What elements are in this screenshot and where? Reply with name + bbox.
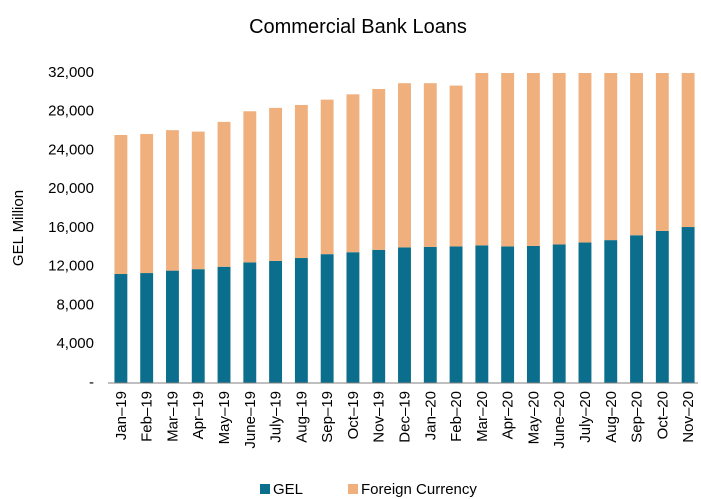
bar-gel bbox=[423, 246, 437, 383]
x-tick-label: Nov–19 bbox=[371, 391, 388, 443]
bar-foreign-currency bbox=[398, 83, 411, 248]
bar-foreign-currency bbox=[114, 135, 128, 275]
x-tick-label: Feb–19 bbox=[139, 391, 156, 442]
x-tick-label: Mar–19 bbox=[164, 391, 181, 442]
legend-swatch-foreign-currency bbox=[348, 484, 358, 494]
bar-gel bbox=[526, 245, 540, 383]
y-tick-label: 4,000 bbox=[56, 335, 94, 352]
bar-foreign-currency bbox=[475, 73, 489, 246]
bar-foreign-currency bbox=[552, 73, 566, 245]
bar-foreign-currency bbox=[346, 94, 360, 253]
bar-gel bbox=[630, 235, 643, 383]
bar-foreign-currency bbox=[449, 85, 463, 247]
bar-foreign-currency bbox=[526, 73, 540, 246]
bar-gel bbox=[552, 244, 566, 383]
bar-foreign-currency bbox=[681, 73, 695, 228]
bar-foreign-currency bbox=[655, 73, 669, 231]
bar-foreign-currency bbox=[140, 134, 154, 274]
bar-foreign-currency bbox=[630, 73, 643, 236]
x-tick-label: Jan–20 bbox=[422, 391, 439, 440]
x-tick-label: July–20 bbox=[577, 391, 594, 443]
y-tick-label: 12,000 bbox=[48, 258, 94, 275]
y-tick-label: - bbox=[89, 374, 94, 391]
bar-gel bbox=[681, 227, 695, 383]
bar-foreign-currency bbox=[269, 107, 283, 261]
bar-foreign-currency bbox=[578, 73, 592, 243]
x-tick-label: May–19 bbox=[216, 391, 233, 444]
x-tick-label: July–19 bbox=[268, 391, 285, 443]
x-tick-label: Oct–20 bbox=[654, 391, 671, 439]
bar-series-group bbox=[114, 73, 695, 383]
legend-swatch-gel bbox=[260, 484, 270, 494]
y-axis-ticks: - 4,000 8,000 12,000 16,000 20,000 24,000 28,00… bbox=[48, 64, 94, 391]
bar-foreign-currency bbox=[294, 104, 308, 259]
y-tick-label: 8,000 bbox=[56, 296, 94, 313]
bar-gel bbox=[243, 262, 257, 383]
y-tick-label: 28,000 bbox=[48, 103, 94, 120]
bar-gel bbox=[269, 260, 283, 383]
legend-label-gel: GEL bbox=[273, 481, 303, 498]
bar-foreign-currency bbox=[191, 131, 205, 270]
x-tick-label: Apr–19 bbox=[190, 391, 207, 439]
bar-foreign-currency bbox=[217, 121, 231, 267]
bar-foreign-currency bbox=[604, 73, 618, 241]
x-tick-label: Nov–20 bbox=[680, 391, 697, 443]
bar-foreign-currency bbox=[320, 99, 334, 255]
bar-gel bbox=[475, 245, 489, 383]
y-tick-label: 20,000 bbox=[48, 180, 94, 197]
bar-gel bbox=[604, 240, 618, 383]
x-tick-label: June–19 bbox=[242, 391, 259, 449]
x-tick-label: Dec–19 bbox=[397, 391, 414, 443]
bar-gel bbox=[501, 246, 515, 383]
x-tick-label: Aug–19 bbox=[293, 391, 310, 443]
bar-gel bbox=[398, 247, 411, 383]
bar-gel bbox=[449, 246, 463, 383]
bar-gel bbox=[294, 258, 308, 383]
bar-foreign-currency bbox=[243, 111, 257, 263]
y-tick-label: 24,000 bbox=[48, 141, 94, 158]
chart-title: Commercial Bank Loans bbox=[249, 16, 467, 38]
bar-gel bbox=[166, 270, 179, 383]
x-tick-label: Mar–20 bbox=[474, 391, 491, 442]
y-axis-title: GEL Million bbox=[10, 190, 27, 266]
legend: GEL Foreign Currency bbox=[260, 481, 477, 498]
bar-gel bbox=[114, 274, 128, 383]
x-tick-label: Oct–19 bbox=[345, 391, 362, 439]
x-tick-label: June–20 bbox=[551, 391, 568, 449]
bar-gel bbox=[655, 230, 669, 383]
bar-gel bbox=[217, 266, 231, 383]
bar-foreign-currency bbox=[423, 83, 437, 247]
bar-gel bbox=[191, 269, 205, 383]
x-tick-label: Sep–20 bbox=[629, 391, 646, 443]
legend-label-foreign-currency: Foreign Currency bbox=[361, 481, 477, 498]
bar-gel bbox=[346, 252, 360, 383]
bar-gel bbox=[372, 249, 386, 383]
bar-foreign-currency bbox=[166, 130, 179, 271]
bar-foreign-currency bbox=[372, 88, 386, 250]
x-tick-label: Sep–19 bbox=[319, 391, 336, 443]
bar-gel bbox=[320, 254, 334, 383]
x-axis-ticks: Jan–19 Feb–19 Mar–19 Apr–19 May–19 June–19 Jul… bbox=[113, 391, 697, 449]
x-tick-label: Aug–20 bbox=[603, 391, 620, 443]
y-tick-label: 16,000 bbox=[48, 219, 94, 236]
x-tick-label: Jan–19 bbox=[113, 391, 130, 440]
x-tick-label: Feb–20 bbox=[448, 391, 465, 442]
bar-gel bbox=[140, 273, 154, 383]
y-tick-label: 32,000 bbox=[48, 64, 94, 81]
x-tick-label: May–20 bbox=[525, 391, 542, 444]
x-tick-label: Apr–20 bbox=[500, 391, 517, 439]
bar-gel bbox=[578, 242, 592, 383]
bar-foreign-currency bbox=[501, 73, 515, 247]
